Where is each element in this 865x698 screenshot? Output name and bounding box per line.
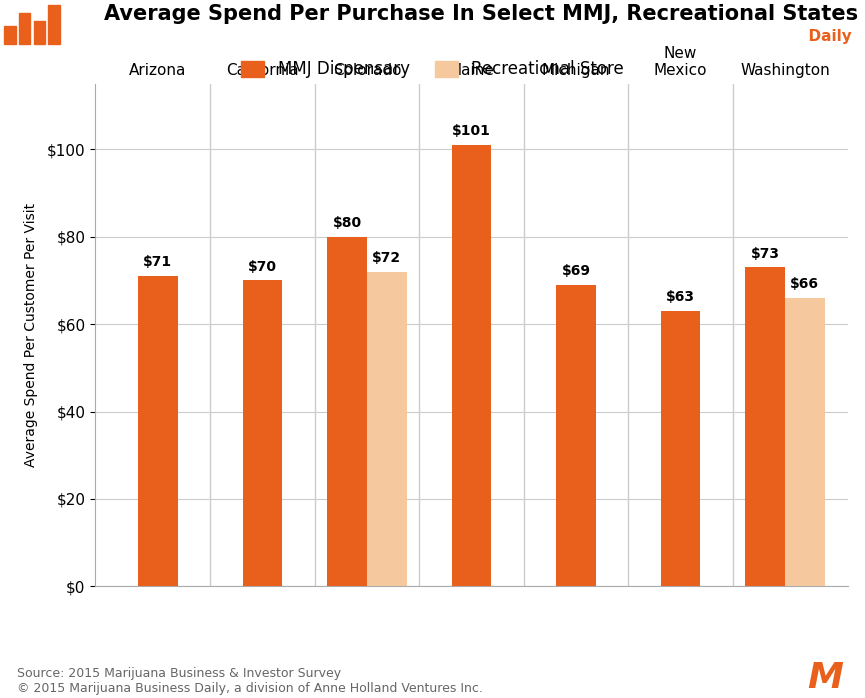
- Bar: [452, 145, 491, 586]
- Text: Average Spend Per Purchase In Select MMJ, Recreational States: Average Spend Per Purchase In Select MMJ…: [104, 4, 858, 24]
- Bar: [34, 21, 45, 45]
- Bar: [661, 311, 701, 586]
- Bar: [4, 27, 16, 45]
- Text: M: M: [807, 660, 843, 695]
- Text: $66: $66: [791, 277, 819, 291]
- Bar: [19, 13, 30, 45]
- Bar: [367, 272, 407, 586]
- Text: $80: $80: [332, 216, 362, 230]
- Bar: [746, 267, 785, 586]
- Legend: MMJ Dispensary, Recreational Store: MMJ Dispensary, Recreational Store: [234, 54, 631, 85]
- Text: $101: $101: [452, 124, 490, 138]
- Text: $72: $72: [372, 251, 401, 265]
- Text: Source: 2015 Marijuana Business & Investor Survey
© 2015 Marijuana Business Dail: Source: 2015 Marijuana Business & Invest…: [17, 667, 484, 695]
- Text: $63: $63: [666, 290, 695, 304]
- Bar: [48, 6, 60, 45]
- Bar: [138, 276, 177, 586]
- Y-axis label: Average Spend Per Customer Per Visit: Average Spend Per Customer Per Visit: [24, 203, 38, 467]
- Text: Chart of the Week: Chart of the Week: [74, 12, 343, 38]
- Text: Business Daily: Business Daily: [727, 29, 852, 44]
- Bar: [242, 281, 282, 586]
- Text: Marijuana: Marijuana: [766, 7, 852, 22]
- Bar: [785, 298, 824, 586]
- Text: $69: $69: [561, 265, 591, 279]
- Text: Business: Business: [771, 29, 852, 44]
- Bar: [556, 285, 596, 586]
- Text: Daily: Daily: [735, 29, 852, 44]
- Text: $71: $71: [144, 255, 172, 269]
- Text: $70: $70: [248, 260, 277, 274]
- Text: $73: $73: [751, 247, 779, 261]
- Bar: [327, 237, 367, 586]
